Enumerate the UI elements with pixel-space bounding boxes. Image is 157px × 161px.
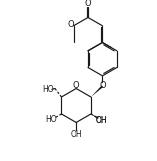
Text: O: O <box>73 81 79 90</box>
Text: OH: OH <box>70 130 82 139</box>
Text: OH: OH <box>96 116 108 125</box>
Text: HO: HO <box>46 115 57 124</box>
Text: O: O <box>85 0 91 8</box>
Text: O: O <box>99 81 106 90</box>
Polygon shape <box>91 85 103 97</box>
Text: OH: OH <box>96 116 107 125</box>
Text: O: O <box>67 20 74 29</box>
Text: HO: HO <box>42 85 53 94</box>
Polygon shape <box>91 114 99 119</box>
